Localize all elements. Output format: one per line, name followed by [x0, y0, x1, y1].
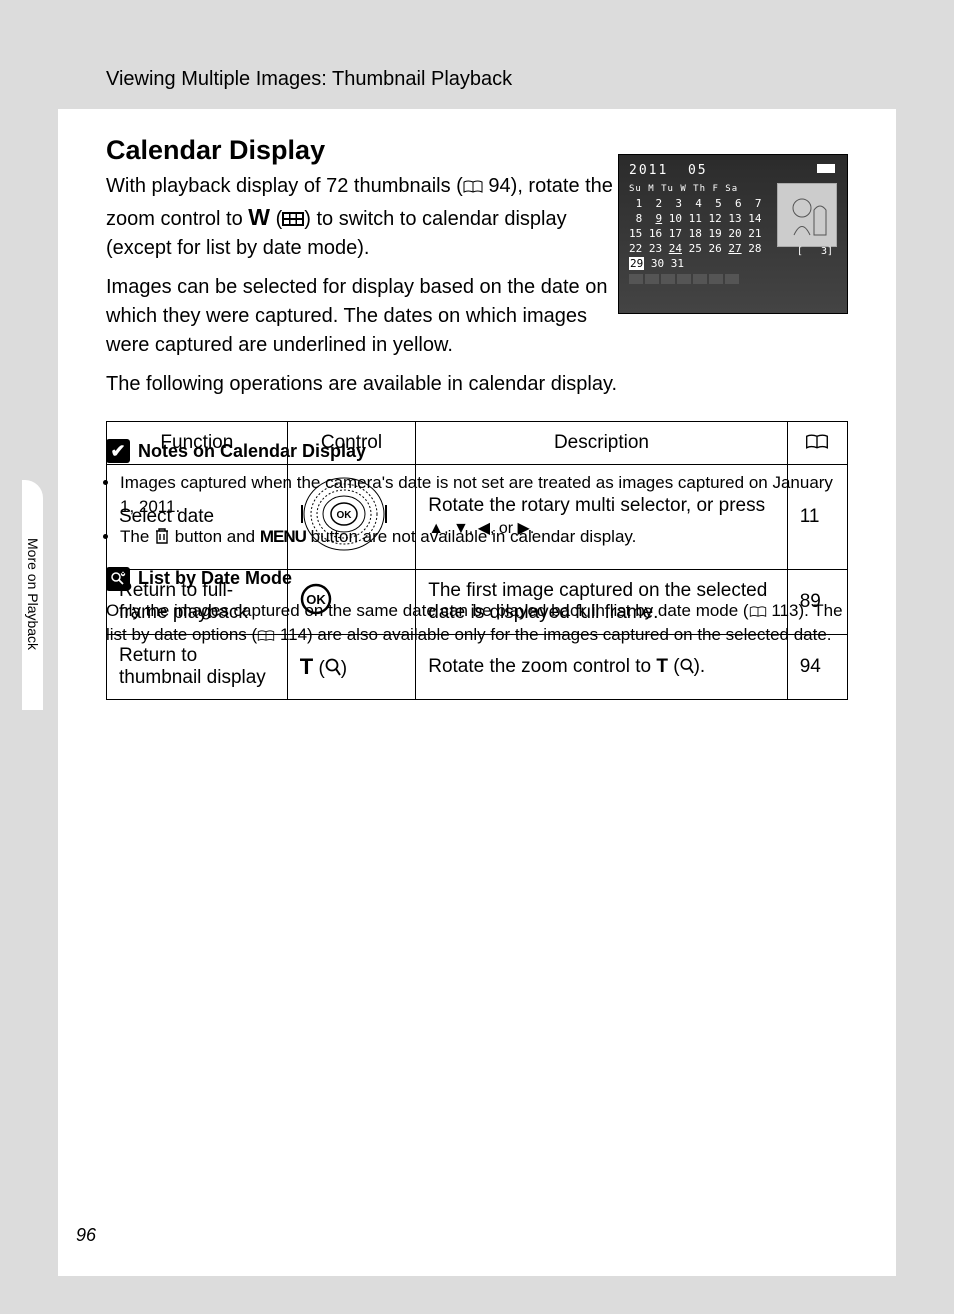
note-heading-1: ✔ Notes on Calendar Display — [106, 439, 848, 463]
check-note-icon: ✔ — [106, 439, 130, 463]
book-ref-icon — [257, 630, 275, 642]
note-body-2: Only the images captured on the same dat… — [106, 599, 848, 647]
intro-para-2: Images can be selected for display based… — [106, 273, 616, 360]
note1-bullet2: The button and MENU button are not avail… — [120, 525, 848, 549]
intro-para-3: The following operations are available i… — [106, 370, 848, 399]
intro-para-1: With playback display of 72 thumbnails (… — [106, 172, 616, 263]
cal-image-counter: [ 3] — [797, 246, 833, 257]
thumbnail-grid-icon — [282, 212, 304, 226]
breadcrumb: Viewing Multiple Images: Thumbnail Playb… — [106, 68, 512, 90]
battery-icon — [817, 164, 835, 173]
manual-page: Viewing Multiple Images: Thumbnail Playb… — [58, 38, 896, 1276]
cal-thumbnail-preview — [777, 183, 837, 247]
note-heading-2: List by Date Mode — [106, 567, 848, 591]
page-header: Viewing Multiple Images: Thumbnail Playb… — [58, 38, 896, 109]
side-tab: More on Playback — [22, 480, 58, 710]
book-ref-icon — [749, 606, 767, 618]
note-body-1: Images captured when the camera's date i… — [106, 471, 848, 548]
trash-icon — [154, 527, 170, 545]
calendar-lcd-figure: 2011 05 Su M Tu W Th F Sa 1 2 3 4 5 6 7 … — [618, 154, 848, 314]
page-number: 96 — [76, 1225, 96, 1246]
side-tab-label: More on Playback — [25, 538, 41, 650]
book-ref-icon — [463, 180, 483, 194]
note1-bullet1: Images captured when the camera's date i… — [120, 471, 848, 519]
tip-note-icon — [106, 567, 130, 591]
cal-date-header: 2011 05 — [629, 163, 837, 178]
